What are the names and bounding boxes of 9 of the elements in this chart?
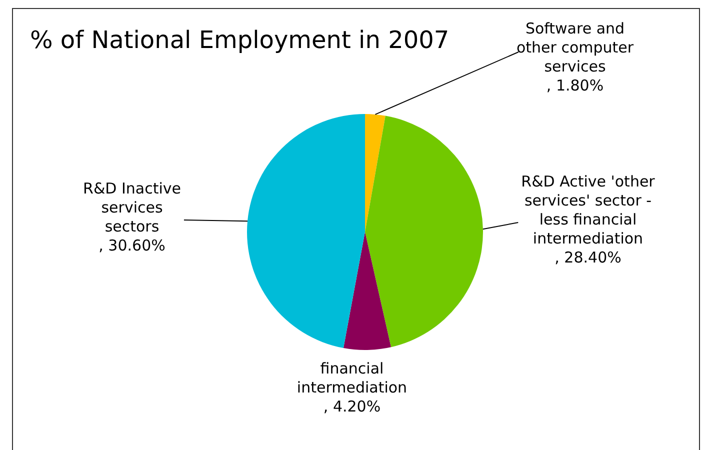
data-label: , 30.60% <box>98 236 166 254</box>
slice-label: R&D Inactive services sectors <box>83 179 181 236</box>
slice-label: financial intermediation <box>296 359 408 396</box>
slice-label: R&D Active 'other services' sector - less financial intermediation <box>521 172 656 248</box>
data-label: , 1.80% <box>546 76 604 94</box>
data-label: , 28.40% <box>554 248 622 266</box>
chart-title: % of National Employment in 2007 <box>30 26 450 54</box>
slice-label: Software and other computer services <box>516 19 634 76</box>
data-label: , 4.20% <box>323 397 381 416</box>
